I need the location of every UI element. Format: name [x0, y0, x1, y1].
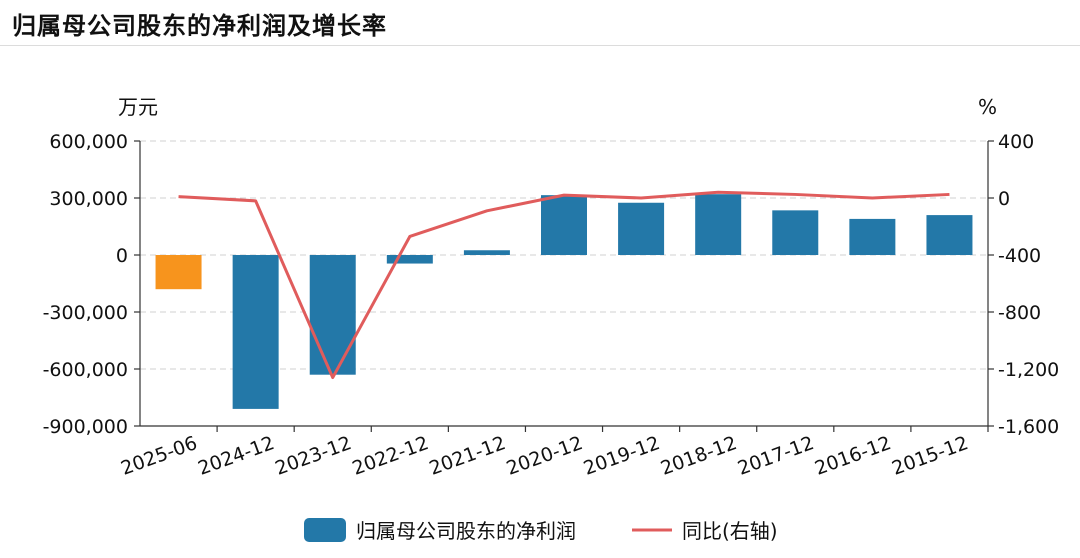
x-tick-label-2018-12: 2018-12: [658, 432, 740, 480]
x-tick-label-2022-12: 2022-12: [349, 432, 431, 480]
right-tick-label: -1,200: [998, 359, 1059, 381]
right-tick-label: 0: [998, 188, 1010, 210]
right-tick-label: 400: [998, 131, 1034, 153]
bar-2015-12: [926, 215, 973, 255]
right-tick-label: -800: [998, 302, 1041, 324]
left-tick-label: 0: [116, 245, 128, 267]
x-tick-label-2017-12: 2017-12: [735, 432, 817, 480]
left-tick-label: -600,000: [43, 359, 128, 381]
right-axis-unit: %: [978, 95, 997, 119]
left-tick-label: 600,000: [49, 131, 128, 153]
legend-bar-swatch: [304, 518, 346, 542]
x-tick-label-2024-12: 2024-12: [195, 432, 277, 480]
bar-2017-12: [772, 210, 819, 255]
chart-title: 归属母公司股东的净利润及增长率: [12, 12, 387, 40]
left-tick-label: 300,000: [49, 188, 128, 210]
bar-2021-12: [463, 250, 510, 255]
x-tick-label-2015-12: 2015-12: [889, 432, 971, 480]
bar-2018-12: [695, 194, 742, 255]
legend-layer: 归属母公司股东的净利润 同比(右轴): [304, 518, 778, 543]
bar-2023-12: [309, 255, 356, 375]
bar-2020-12: [541, 195, 587, 255]
bar-2019-12: [618, 202, 665, 255]
bar-2024-12: [232, 255, 279, 409]
left-tick-label: -900,000: [43, 416, 128, 438]
bar-layer: [155, 194, 973, 409]
axis-layer: [134, 140, 994, 432]
legend-line-label: 同比(右轴): [682, 519, 778, 543]
right-tick-label: -1,600: [998, 416, 1059, 438]
line-layer: [178, 190, 950, 380]
x-tick-label-2023-12: 2023-12: [272, 432, 354, 480]
bar-2025-06: [155, 255, 202, 290]
x-tick-label-2021-12: 2021-12: [426, 432, 508, 480]
bar-2016-12: [849, 218, 896, 255]
right-tick-label: -400: [998, 245, 1041, 267]
x-tick-label-2025-06: 2025-06: [118, 432, 200, 480]
bar-2022-12: [386, 255, 433, 264]
left-tick-label: -300,000: [43, 302, 128, 324]
title-bar: 归属母公司股东的净利润及增长率: [0, 0, 1080, 46]
left-axis-unit: 万元: [118, 95, 158, 119]
x-tick-label-2016-12: 2016-12: [812, 432, 894, 480]
x-tick-label-2019-12: 2019-12: [581, 432, 663, 480]
legend-bar-label: 归属母公司股东的净利润: [356, 519, 576, 543]
x-tick-label-2020-12: 2020-12: [504, 432, 586, 480]
